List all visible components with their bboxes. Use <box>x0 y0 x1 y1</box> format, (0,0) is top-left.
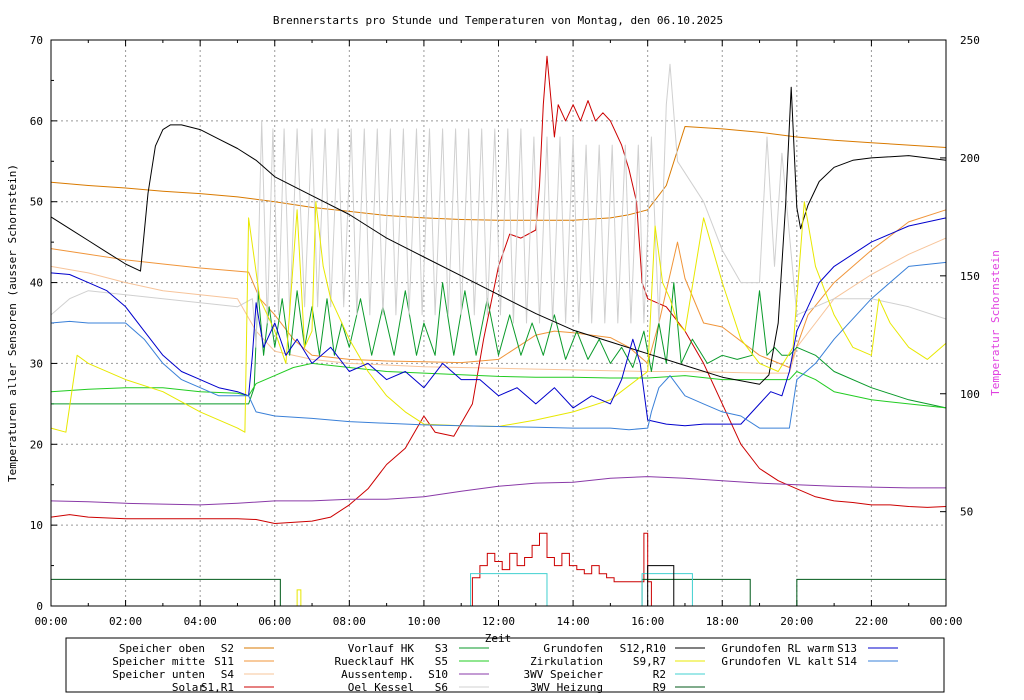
y-right-tick-label: 50 <box>960 506 973 519</box>
y-axis-ticks: 0 10 20 30 40 50 60 70 <box>30 34 57 613</box>
legend-code: S14 <box>837 655 857 668</box>
chart-title: Brennerstarts pro Stunde und Temperature… <box>273 14 723 27</box>
y-right-tick-label: 100 <box>960 388 980 401</box>
legend-name: Grundofen RL warm <box>721 642 834 655</box>
y-tick-label: 50 <box>30 196 43 209</box>
y-axis-right-label: Temperatur Schornstein <box>989 250 1002 396</box>
series-line-ruecklauf-hk <box>50 362 947 409</box>
y-tick-label: 70 <box>30 34 43 47</box>
legend-code: S5 <box>435 655 448 668</box>
x-tick-label: 16:00 <box>631 615 664 628</box>
series-line-grundofen-vl-kalt <box>50 261 947 431</box>
series-line-grundofen <box>50 86 947 385</box>
legend-box <box>65 637 945 693</box>
step-3wv-heizung <box>641 578 751 606</box>
legend-name: Speicher unten <box>112 668 205 681</box>
legend: Speicher oben S2 Speicher mitte S11 Speicher… <box>112 642 898 694</box>
legend-name: Ruecklauf HK <box>335 655 415 668</box>
grid-lines <box>51 40 946 606</box>
legend-code: S4 <box>221 668 235 681</box>
x-tick-label: 10:00 <box>407 615 440 628</box>
legend-name: Grundofen VL kalt <box>721 655 834 668</box>
series-line-speicher-unten <box>50 237 947 374</box>
y-axis-right-ticks: 50 100 150 200 250 <box>940 34 980 519</box>
step-3wv-heizung <box>50 578 281 606</box>
x-tick-label: 00:00 <box>34 615 67 628</box>
series-line-grundofen-rl-warm <box>50 217 947 427</box>
legend-code: S10 <box>428 668 448 681</box>
y-right-tick-label: 250 <box>960 34 980 47</box>
series-line-solar <box>50 55 947 524</box>
x-tick-label: 06:00 <box>258 615 291 628</box>
legend-name: Oel Kessel <box>348 681 414 694</box>
legend-name: Aussentemp. <box>341 668 414 681</box>
legend-name: 3WV Speicher <box>524 668 604 681</box>
legend-code: R9 <box>653 681 666 694</box>
x-tick-label: 18:00 <box>706 615 739 628</box>
legend-code: S13 <box>837 642 857 655</box>
y-right-tick-label: 150 <box>960 270 980 283</box>
series-line-speicher-oben <box>50 126 947 221</box>
x-tick-label: 04:00 <box>184 615 217 628</box>
legend-name: Speicher oben <box>119 642 205 655</box>
step-3wv-speicher <box>470 573 548 606</box>
legend-name: 3WV Heizung <box>530 681 603 694</box>
y-tick-label: 30 <box>30 357 43 370</box>
x-tick-label: 22:00 <box>855 615 888 628</box>
y-axis-label: Temperaturen aller Sensoren (ausser Scho… <box>6 164 19 482</box>
legend-code: S11 <box>214 655 234 668</box>
x-tick-label: 20:00 <box>780 615 813 628</box>
plot-frame <box>50 39 947 607</box>
y-tick-label: 40 <box>30 277 43 290</box>
step-grundofen <box>647 565 675 606</box>
x-axis-ticks: 00:00 02:00 04:00 06:00 08:00 10:00 12:00 14:00… <box>34 40 963 628</box>
step-3wv-speicher <box>641 573 693 606</box>
x-tick-label: 08:00 <box>333 615 366 628</box>
y-tick-label: 20 <box>30 438 43 451</box>
legend-name: Vorlauf HK <box>348 642 415 655</box>
legend-code: S6 <box>435 681 448 694</box>
legend-code: S1,R1 <box>201 681 234 694</box>
legend-name: Speicher mitte <box>112 655 205 668</box>
y-tick-label: 0 <box>36 600 43 613</box>
legend-code: S2 <box>221 642 234 655</box>
y-right-tick-label: 200 <box>960 152 980 165</box>
x-tick-label: 00:00 <box>929 615 962 628</box>
series-line-speicher-mitte <box>50 209 947 368</box>
x-tick-label: 12:00 <box>482 615 515 628</box>
legend-code: S9,R7 <box>633 655 666 668</box>
x-tick-label: 14:00 <box>557 615 590 628</box>
x-tick-label: 02:00 <box>109 615 142 628</box>
step-solar <box>471 532 652 606</box>
legend-name: Solar <box>172 681 205 694</box>
legend-code: R2 <box>653 668 666 681</box>
legend-name: Grundofen <box>543 642 603 655</box>
series-line-vorlauf-hk <box>51 282 947 409</box>
legend-name: Zirkulation <box>530 655 603 668</box>
step-zirkulation <box>296 589 302 606</box>
y-tick-label: 10 <box>30 519 43 532</box>
legend-code: S12,R10 <box>620 642 666 655</box>
legend-code: S3 <box>435 642 448 655</box>
y-tick-label: 60 <box>30 115 43 128</box>
series-line-aussentemp <box>50 476 946 506</box>
series-line-oel-kessel <box>50 63 947 348</box>
series-layer <box>50 55 947 606</box>
